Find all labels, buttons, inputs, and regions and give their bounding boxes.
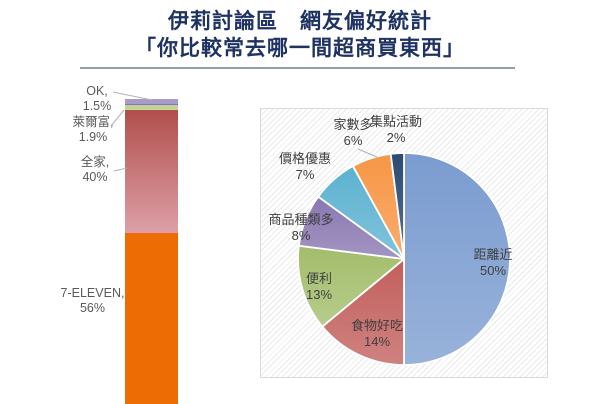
pie-label-distance-pct: 50% [479,263,507,278]
pie-label-stores-pct: 6% [343,133,363,148]
chart-title-line2: 「你比較常去哪一間超商買東西」 [135,37,465,60]
pie-plot-area: 距離近 50% 食物好吃 14% 便利 13% 商品種類多 8% 價格優惠 7%… [260,108,548,378]
pie-slice-食物好吃 [321,258,405,366]
bar-segment-萊爾富 [125,104,178,111]
chart-title: 伊莉討論區 網友偏好統計 「你比較常去哪一間超商買東西」 [0,8,600,62]
stacked-bar-chart [125,99,178,404]
bar-segment-7-ELEVEN [125,232,178,404]
bar-label-7eleven-pct: 56% [79,301,106,315]
bar-label-ok: OK, 1.5% [57,84,137,114]
bar-label-hilife-name: 萊爾富, [72,115,114,129]
bar-label-hilife-pct: 1.9% [78,130,108,144]
pie-label-points-name: 集點活動 [369,114,422,129]
bar-label-ok-pct: 1.5% [82,99,112,113]
pie-slice-集點活動 [389,152,405,260]
pie-label-convenient: 便利 13% [284,271,354,303]
pie-label-points: 集點活動 2% [361,114,431,146]
title-underline [80,67,515,69]
pie-label-convenient-pct: 13% [305,287,333,302]
pie-label-variety-pct: 8% [291,228,311,243]
bar-label-ok-name: OK, [86,84,108,98]
bar-label-family-name: 全家, [80,155,110,169]
pie-label-variety: 商品種類多 8% [261,212,341,244]
bar-label-hilife: 萊爾富, 1.9% [53,115,133,145]
pie-label-points-pct: 2% [386,130,406,145]
pie-label-price-name: 價格優惠 [278,151,331,166]
bar-segment-OK [125,99,178,105]
chart-title-line1: 伊莉討論區 網友偏好統計 [168,10,432,33]
bar-label-family-pct: 40% [82,170,108,184]
pie-label-food: 食物好吃 14% [332,318,422,350]
pie-label-price: 價格優惠 7% [267,151,343,183]
pie-label-stores: 家數多 6% [318,117,388,149]
pie-label-distance: 距離近 50% [453,247,533,279]
pie-chart [297,148,511,366]
bar-label-7eleven-name: 7-ELEVEN, [60,286,125,300]
pie-leader-line-stores [357,148,378,158]
pie-label-variety-name: 商品種類多 [268,212,334,227]
pie-label-price-pct: 7% [295,167,315,182]
pie-slice-便利 [297,244,405,328]
pie-label-distance-name: 距離近 [473,247,513,262]
bar-label-family: 全家, 40% [55,155,135,185]
bar-segment-全家 [125,110,178,233]
pie-label-food-pct: 14% [363,334,391,349]
pie-slice-距離近 [403,152,511,366]
bar-label-7eleven: 7-ELEVEN, 56% [50,286,135,316]
pie-label-stores-name: 家數多 [333,117,373,132]
pie-label-food-name: 食物好吃 [350,318,403,333]
pie-label-convenient-name: 便利 [305,271,332,286]
